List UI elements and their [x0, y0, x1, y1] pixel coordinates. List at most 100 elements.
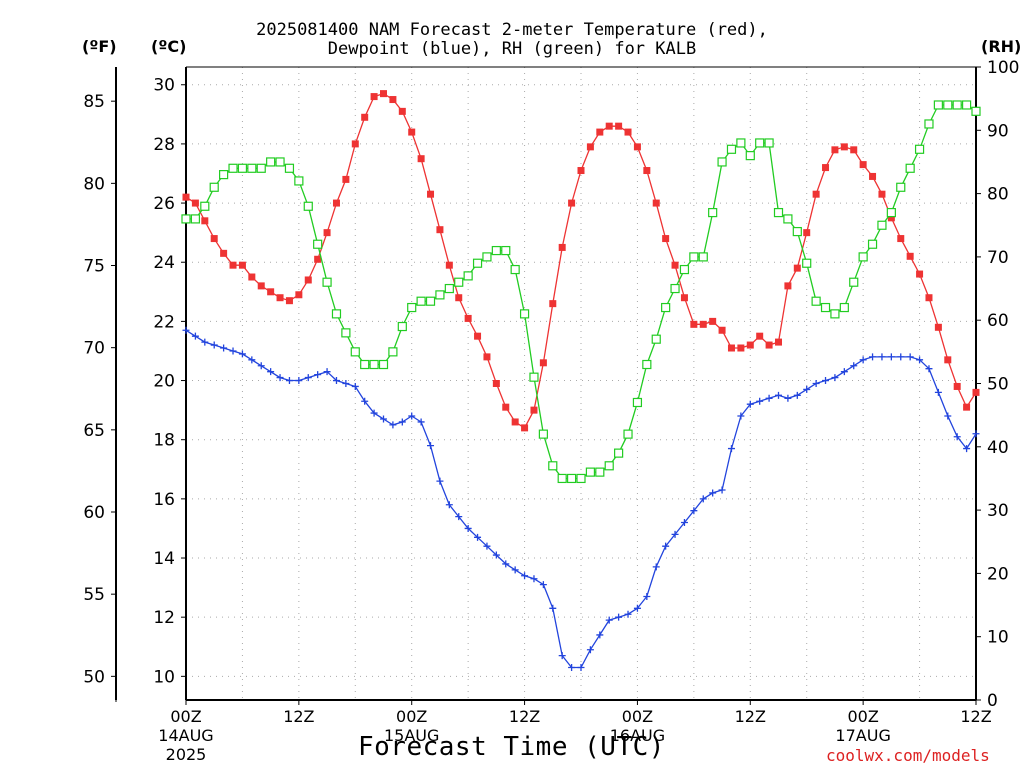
rh-point — [632, 397, 643, 408]
rh-point — [425, 296, 436, 306]
temperature-point — [351, 140, 359, 148]
temperature-point — [869, 172, 877, 180]
temperature-point — [586, 143, 594, 151]
celsius-tick-label: 10 — [153, 667, 175, 687]
dewpoint-point — [276, 374, 284, 382]
temperature-point — [727, 344, 735, 352]
dewpoint-point — [577, 663, 585, 671]
temperature-point — [746, 341, 754, 349]
dewpoint-point — [558, 652, 566, 660]
temperature-point — [577, 167, 585, 175]
dewpoint-point — [332, 377, 340, 385]
temperature-point — [332, 199, 340, 207]
rh-point — [914, 144, 925, 154]
temperature-point — [342, 175, 350, 183]
temperature-point — [511, 418, 519, 426]
rh-point — [548, 461, 558, 471]
dewpoint-point — [191, 332, 199, 340]
dewpoint-point — [229, 347, 237, 355]
dewpoint-point — [408, 412, 416, 420]
rh-point — [661, 302, 671, 313]
dewpoint-point — [756, 397, 764, 405]
dewpoint-point — [869, 353, 877, 361]
temperature-point — [709, 317, 717, 325]
rh-point — [266, 157, 276, 167]
dewpoint-point — [727, 445, 735, 453]
temperature-point — [436, 226, 444, 234]
dewpoint-point — [549, 604, 557, 612]
rh-point — [256, 163, 266, 173]
rh-axis-unit: (RH) — [981, 37, 1022, 56]
temperature-point — [539, 359, 547, 367]
temperature-point — [417, 155, 425, 163]
rh-point — [670, 283, 680, 294]
x-tick-label-date: 14AUG — [158, 726, 213, 745]
dewpoint-point — [295, 377, 303, 385]
rh-point — [839, 302, 849, 313]
temperature-point — [756, 332, 764, 340]
temperature-point — [596, 128, 604, 136]
dewpoint-point — [925, 365, 933, 373]
dewpoint-point — [793, 391, 801, 399]
x-tick-label-time: 00Z — [170, 707, 201, 726]
dewpoint-point — [389, 421, 397, 429]
dewpoint-point — [850, 362, 858, 370]
rh-point — [623, 429, 633, 439]
dewpoint-point — [906, 353, 914, 361]
temperature-point — [605, 122, 613, 130]
rh-point — [557, 473, 567, 484]
temperature-point — [944, 356, 952, 364]
dewpoint-point — [502, 560, 510, 568]
rh-point — [303, 201, 313, 211]
temperature-point — [765, 341, 773, 349]
rh-point — [698, 252, 708, 262]
dewpoint-point — [342, 380, 350, 387]
temperature-point — [624, 128, 632, 136]
rh-point — [444, 283, 454, 294]
dewpoint-point — [916, 356, 924, 364]
dewpoint-point — [370, 409, 378, 417]
temperature-point — [285, 297, 293, 305]
rh-point — [585, 467, 596, 477]
dewpoint-point — [455, 513, 463, 521]
temperature-point — [220, 249, 228, 257]
dewpoint-point — [210, 341, 218, 349]
rh-series — [181, 100, 981, 484]
rh-point — [717, 157, 727, 167]
temperature-point — [474, 332, 482, 340]
temperature-point — [784, 282, 792, 290]
temperature-point — [840, 143, 848, 151]
x-tick-label-time: 12Z — [735, 707, 766, 726]
rh-point — [689, 252, 699, 262]
rh-point — [237, 163, 248, 173]
rh-point — [388, 347, 398, 357]
dewpoint-point — [812, 380, 820, 387]
temperature-point — [793, 264, 801, 272]
rh-point — [614, 448, 624, 458]
temperature-point — [408, 128, 416, 136]
celsius-tick-label: 30 — [153, 76, 175, 96]
fahrenheit-tick-label: 75 — [83, 257, 105, 277]
dewpoint-point — [831, 374, 839, 382]
temperature-point — [652, 199, 660, 207]
rh-tick-label: 30 — [987, 501, 1009, 521]
rh-point — [313, 239, 323, 249]
temperature-point — [897, 235, 905, 243]
dewpoint-point — [887, 353, 895, 361]
temperature-point — [568, 199, 576, 207]
temperature-point — [633, 143, 641, 151]
temperature-point — [238, 261, 246, 269]
dewpoint-point — [953, 433, 961, 441]
temperature-point — [267, 288, 275, 296]
dewpoint-point — [662, 542, 670, 550]
dewpoint-point — [690, 507, 698, 515]
dewpoint-point — [492, 551, 500, 559]
temperature-point — [953, 382, 961, 390]
rh-tick-label: 10 — [987, 628, 1009, 648]
x-axis-title: Forecast Time (UTC) — [358, 732, 665, 762]
rh-tick-label: 100 — [987, 58, 1019, 78]
dewpoint-point — [803, 385, 811, 393]
rh-point — [209, 182, 219, 192]
temperature-point — [718, 326, 726, 334]
temperature-point — [464, 314, 472, 322]
